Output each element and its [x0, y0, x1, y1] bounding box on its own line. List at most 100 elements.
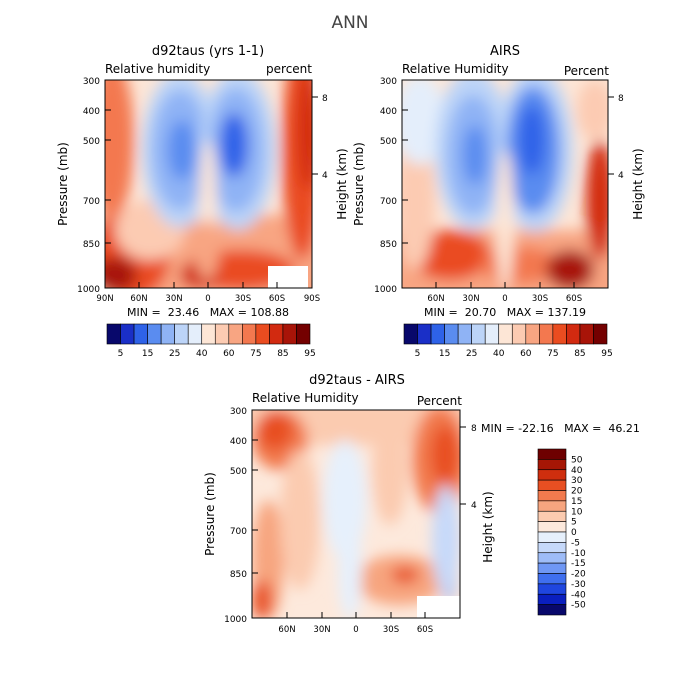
xtick-label: 60N [427, 294, 444, 304]
figure-title: ANN [331, 13, 368, 33]
colorbar-label: 60 [223, 349, 235, 359]
colorbar-swatch [537, 542, 567, 554]
ytick-label: 500 [380, 137, 397, 147]
panel-model-ylabel-right: Height (km) [335, 148, 349, 219]
panel-model: d92taus (yrs 1-1) Relative humidity perc… [56, 44, 349, 359]
ytick-label: 1000 [374, 285, 397, 295]
panel-diff-subtitle-left: Relative Humidity [252, 391, 359, 405]
panel-diff-field [252, 410, 460, 618]
colorbar-label: -5 [571, 538, 580, 548]
panel-obs-subtitle-right: Percent [564, 64, 609, 78]
ytick-label: 700 [83, 197, 100, 207]
xtick-label: 30N [313, 625, 330, 635]
ytick-label: 700 [230, 527, 247, 537]
colorbar-label: 60 [520, 349, 532, 359]
colorbar-label: -10 [571, 549, 586, 559]
colorbar-swatch [537, 490, 567, 502]
xtick-label: 30S [532, 294, 548, 304]
colorbar-swatch [417, 323, 432, 345]
colorbar-label: 85 [574, 349, 585, 359]
colorbar-label: 40 [571, 466, 583, 476]
xtick-label: 30N [165, 294, 182, 304]
colorbar-swatch [255, 323, 270, 345]
ytick-right-label: 8 [471, 424, 477, 434]
colorbar-label: 75 [250, 349, 261, 359]
colorbar-swatch [537, 552, 567, 564]
panel-diff-ylabel-right: Height (km) [481, 491, 495, 562]
colorbar-swatch [537, 469, 567, 481]
colorbar-label: -20 [571, 570, 586, 580]
colorbar-swatch [120, 323, 135, 345]
colorbar-swatch [430, 323, 445, 345]
panel-model-yaxis-right: 8 4 [312, 94, 328, 181]
xtick-label: 0 [502, 294, 507, 304]
ytick-label: 500 [230, 467, 247, 477]
colorbar-swatch [242, 323, 257, 345]
colorbar-label: 85 [277, 349, 288, 359]
colorbar-swatch [484, 323, 500, 345]
ytick-label: 850 [230, 570, 247, 580]
panel-model-field [105, 80, 312, 288]
ytick-label: 850 [380, 240, 397, 250]
colorbar-label: 40 [493, 349, 505, 359]
ytick-label: 300 [83, 77, 100, 87]
colorbar-swatch [160, 323, 175, 345]
colorbar-swatch [147, 323, 162, 345]
panel-obs-colorbar: 5 15 25 40 60 75 85 95 [403, 323, 613, 359]
ytick-label: 500 [83, 137, 100, 147]
colorbar-label: 15 [571, 497, 582, 507]
xtick-label: 60S [269, 294, 285, 304]
panel-obs-title: AIRS [490, 44, 520, 59]
colorbar-swatch [187, 323, 203, 345]
ytick-label: 700 [380, 197, 397, 207]
colorbar-label: 15 [142, 349, 153, 359]
colorbar-swatch [537, 479, 567, 491]
panel-model-stats: MIN = 23.46 MAX = 108.88 [127, 306, 289, 319]
panel-diff-xaxis: 60N 30N 0 30S 60S [278, 612, 433, 635]
colorbar-label: -30 [571, 580, 586, 590]
colorbar-swatch [511, 323, 527, 345]
ytick-label: 400 [380, 107, 397, 117]
panel-diff-yaxis: 300 400 500 700 850 1000 [224, 407, 258, 625]
panel-obs-yaxis: 300 400 500 700 850 1000 [374, 77, 408, 295]
colorbar-label: -50 [571, 601, 586, 611]
ytick-label: 850 [83, 240, 100, 250]
panel-diff-stats: MIN = -22.16 MAX = 46.21 [481, 422, 640, 435]
colorbar-label: 0 [571, 528, 577, 538]
colorbar-label: 20 [571, 487, 583, 497]
colorbar-swatch [593, 323, 608, 345]
colorbar-label: 75 [547, 349, 558, 359]
colorbar-swatch [537, 583, 567, 595]
panel-obs-ylabel: Pressure (mb) [352, 142, 366, 226]
ytick-label: 1000 [224, 615, 247, 625]
colorbar-label: -15 [571, 559, 586, 569]
panel-model-yaxis: 300 400 500 700 850 1000 [77, 77, 111, 295]
colorbar-swatch [296, 323, 311, 345]
panel-model-colorbar: 5 15 25 40 60 75 85 95 [106, 323, 316, 359]
xtick-label: 60S [566, 294, 582, 304]
colorbar-swatch [282, 323, 297, 345]
colorbar-swatch [537, 510, 567, 522]
panel-diff-ylabel: Pressure (mb) [203, 472, 217, 556]
colorbar-label: 25 [466, 349, 477, 359]
ytick-right-label: 8 [618, 94, 624, 104]
ytick-right-label: 4 [618, 171, 624, 181]
xtick-label: 30S [383, 625, 399, 635]
colorbar-swatch [537, 604, 567, 616]
panel-model-title: d92taus (yrs 1-1) [152, 44, 264, 59]
ytick-right-label: 4 [471, 501, 477, 511]
colorbar-swatch [457, 323, 472, 345]
colorbar-swatch [201, 323, 216, 345]
panel-obs-ylabel-right: Height (km) [631, 148, 645, 219]
colorbar-swatch [269, 323, 284, 345]
panel-obs-xaxis: 60N 30N 0 30S 60S [427, 282, 582, 304]
panel-diff-title: d92taus - AIRS [309, 373, 405, 388]
colorbar-swatch [133, 323, 148, 345]
colorbar-swatch [552, 323, 567, 345]
xtick-label: 0 [353, 625, 358, 635]
ytick-label: 1000 [77, 285, 100, 295]
panel-obs-stats: MIN = 20.70 MAX = 137.19 [424, 306, 586, 319]
panel-model-subtitle-left: Relative humidity [105, 62, 210, 76]
colorbar-swatch [106, 323, 121, 345]
colorbar-label: 5 [571, 518, 577, 528]
